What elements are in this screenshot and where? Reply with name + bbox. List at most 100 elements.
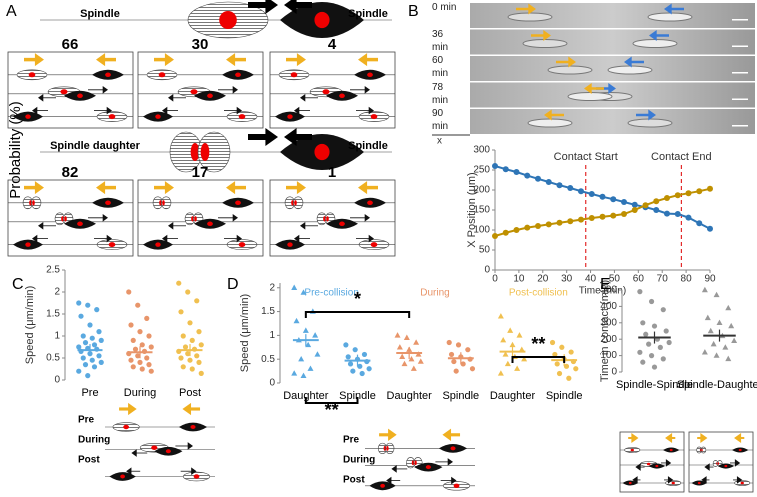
data-point [651,323,658,329]
arrow-head [665,459,672,467]
data-point [196,359,202,365]
arrow-head [648,109,656,121]
y-tick-label: 50 [479,245,491,256]
axis-title: Probability (%) [7,101,24,199]
x-tick-label: 70 [657,274,669,285]
y-tick-label: 0 [484,265,490,276]
data-point [545,221,552,228]
arrow-head [294,234,300,243]
arrow-head [232,86,238,94]
nucleus [190,89,198,95]
nucleus [77,93,83,99]
daughter-cell [161,196,172,210]
nucleus [655,464,659,468]
scale-bar [732,98,748,100]
data-point [707,225,713,232]
data-point [176,280,182,286]
nucleus [724,464,728,468]
panel-box [619,431,685,493]
daughter-cell [293,196,304,210]
arrow-head [128,402,137,416]
data-point [85,302,91,308]
data-point [507,327,514,333]
data-point [509,341,516,348]
x-tick-label: Spindle [546,390,583,402]
nucleus [165,449,171,454]
arrow-head [106,106,112,115]
group-label: During [420,288,449,299]
data-point [567,218,574,225]
significance: ** [325,400,339,420]
y-tick-label: 2 [54,287,60,298]
data-point [710,340,717,347]
arrow-head [236,234,242,243]
significance-bracket [304,311,411,318]
data-point [535,175,541,182]
nucleus [367,72,373,78]
arrow-head [608,83,616,94]
data-point [469,366,476,372]
panel-box [269,179,396,257]
data-point [94,307,100,313]
data-point [453,368,459,374]
data-point [657,344,663,350]
daughter-cell [197,131,231,173]
y-tick-label: 100 [473,225,490,236]
arrow-head [624,56,632,68]
data-point [185,351,191,357]
data-point [504,360,511,367]
nucleus [25,114,31,119]
axis-title: Speed (μm/min) [24,286,36,364]
y-tick-label: 0.5 [46,353,60,364]
y-tick-label: 0 [269,378,275,389]
data-point [514,365,521,371]
nucleus [193,474,200,479]
scale-bar [732,125,748,127]
data-point [660,356,666,362]
data-point [180,364,186,370]
data-point [642,202,649,209]
data-point [599,213,606,220]
x-tick-label: Spindle-Daughter [677,379,757,391]
x-tick-label: 60 [633,274,645,285]
scale-bar [732,19,748,21]
nucleus [628,481,632,485]
nucleus [411,460,415,466]
y-tick-label: 1 [54,331,60,342]
nucleus [287,242,293,247]
y-tick-label: 0 [54,375,60,386]
micrograph-frame [470,29,755,55]
axis-title: Time (min) [579,286,626,297]
arrow-head [162,106,168,115]
data-point [180,333,186,339]
data-point [663,328,669,334]
y-tick-label: 0 [611,367,617,378]
data-point [556,182,563,189]
arrow-head [284,0,297,14]
y-tick-label: 250 [473,165,490,176]
arrow-head [162,234,168,243]
nucleus [339,93,345,99]
data-point [91,342,98,348]
data-point [502,229,509,236]
nucleus [671,481,675,485]
phase-label: Pre [343,435,360,446]
data-point [664,195,670,201]
nucleus [386,446,389,451]
data-point [139,366,145,372]
nucleus [235,72,241,78]
data-point [130,337,136,343]
nucleus [120,474,125,479]
data-point [148,368,154,374]
scale-bar [732,45,748,47]
data-point [722,344,729,350]
nucleus [701,448,703,452]
data-point [516,332,523,338]
data-point [128,322,134,328]
group-label: Pre-collision [304,288,358,299]
data-point [455,342,462,348]
data-point [76,368,82,374]
nucleus [108,114,116,120]
nucleus [162,200,165,206]
arrow-head [168,94,174,102]
